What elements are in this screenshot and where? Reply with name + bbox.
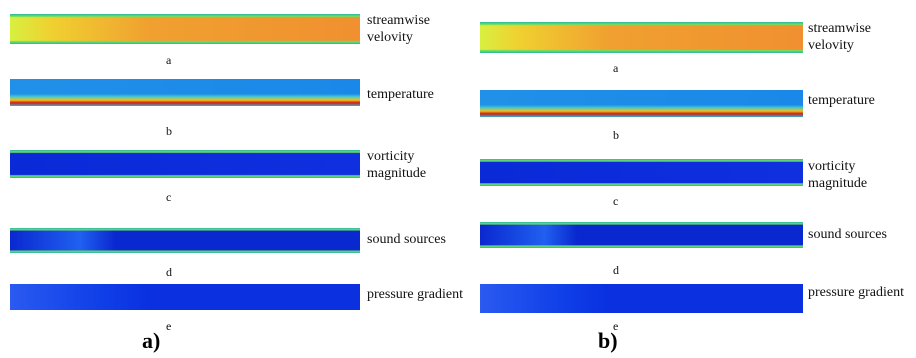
panel-letter: a: [166, 53, 171, 68]
panel-letter: d: [613, 263, 619, 278]
panel-caption: streamwise velovity: [367, 12, 447, 46]
column-label: a): [142, 328, 160, 354]
contour-plot: [10, 14, 360, 44]
panel-caption: vorticity magnitude: [367, 148, 447, 182]
contour-plot: [10, 228, 360, 253]
panel-letter: c: [166, 190, 171, 205]
contour-plot: [10, 79, 360, 106]
panel-caption: temperature: [808, 92, 916, 109]
panel-caption: vorticity magnitude: [808, 158, 888, 192]
panel-caption: pressure gradient: [367, 286, 487, 303]
panel-caption: streamwise velovity: [808, 20, 888, 54]
contour-plot: [10, 284, 360, 310]
panel-caption: sound sources: [367, 231, 487, 248]
panel-letter: a: [613, 61, 618, 76]
panel-caption: sound sources: [808, 226, 916, 243]
contour-plot: [480, 90, 803, 117]
panel-letter: e: [166, 319, 171, 334]
column-label: b): [598, 328, 618, 354]
panel-letter: b: [613, 128, 619, 143]
contour-plot: [480, 159, 803, 186]
panel-letter: d: [166, 265, 172, 280]
contour-plot: [480, 22, 803, 53]
figure: streamwise velovity a temperature b vorticit…: [0, 0, 916, 358]
contour-plot: [10, 150, 360, 178]
panel-letter: c: [613, 194, 618, 209]
panel-caption: temperature: [367, 86, 487, 103]
panel-letter: b: [166, 124, 172, 139]
contour-plot: [480, 284, 803, 313]
contour-plot: [480, 222, 803, 248]
panel-caption: pressure gradient: [808, 284, 916, 301]
